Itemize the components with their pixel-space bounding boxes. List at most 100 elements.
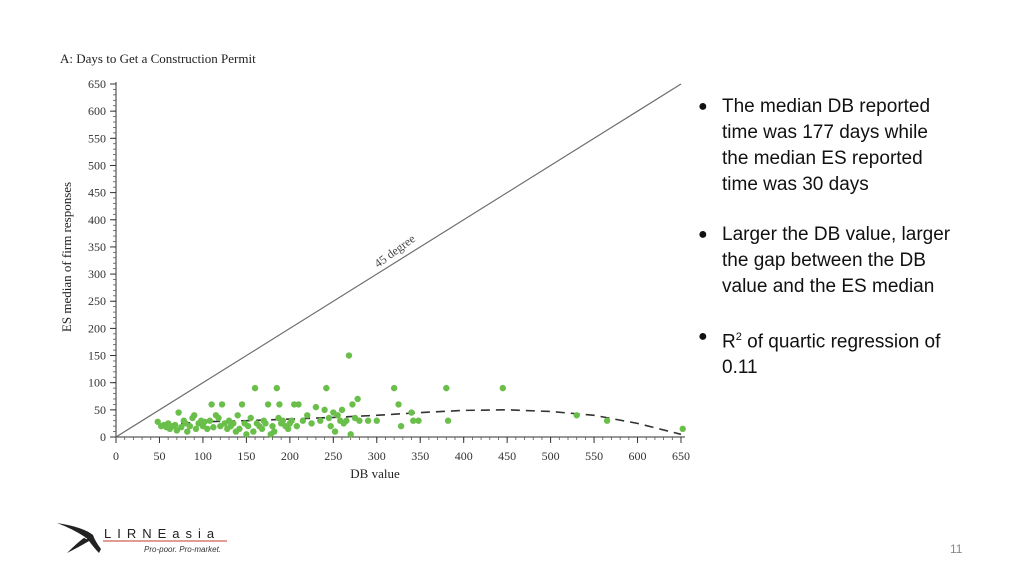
x-tick-label: 650	[672, 449, 690, 463]
data-point	[215, 414, 222, 422]
data-point	[177, 424, 185, 431]
data-point	[276, 401, 283, 408]
data-point	[679, 425, 686, 433]
x-tick-label: 500	[542, 449, 560, 463]
data-point	[154, 418, 161, 425]
data-point	[236, 425, 243, 433]
data-point	[347, 431, 354, 438]
data-point	[244, 422, 252, 430]
data-point	[308, 420, 315, 427]
data-point	[279, 417, 287, 424]
data-point	[444, 417, 452, 424]
data-point	[395, 401, 402, 408]
data-point	[373, 417, 380, 424]
data-point	[325, 414, 333, 422]
bullet-dot-icon: ●	[698, 226, 708, 243]
data-point	[603, 417, 611, 424]
fit-line-group	[181, 408, 682, 436]
data-point	[343, 417, 350, 424]
data-point	[206, 417, 214, 424]
logo-tagline: Pro-poor. Pro-market.	[144, 545, 222, 554]
logo-text: LIRNEasia	[104, 526, 221, 541]
reference-line-label: 45 degree	[372, 231, 418, 270]
data-point	[258, 425, 266, 433]
data-point	[408, 409, 415, 416]
y-tick-label: 0	[100, 430, 106, 444]
data-point	[349, 401, 356, 408]
lirneasia-logo	[57, 523, 227, 553]
data-point	[293, 422, 300, 430]
data-point	[573, 412, 580, 419]
data-point	[327, 422, 334, 430]
data-point	[250, 428, 257, 435]
data-point	[354, 395, 361, 403]
x-tick-label: 600	[629, 449, 647, 463]
data-point	[243, 431, 250, 438]
data-point	[295, 401, 302, 408]
data-point	[499, 384, 507, 392]
data-point	[204, 425, 211, 433]
data-point	[288, 417, 295, 424]
data-point	[208, 401, 215, 408]
y-tick-label: 550	[88, 131, 106, 145]
y-tick-label: 300	[88, 267, 106, 281]
bullet-list: ● The median DB reported time was 177 day…	[698, 94, 958, 405]
chart-title: A: Days to Get a Construction Permit	[60, 51, 256, 66]
data-point	[218, 401, 226, 408]
data-point	[247, 414, 254, 422]
logo-mark-icon	[57, 523, 101, 553]
y-tick-label: 200	[88, 321, 106, 335]
x-tick-label: 250	[324, 449, 342, 463]
data-point	[321, 406, 328, 414]
y-tick-label: 650	[88, 77, 106, 91]
x-tick-label: 550	[585, 449, 603, 463]
y-tick-label: 600	[88, 104, 106, 118]
data-point	[334, 412, 341, 419]
bullet-dot-icon: ●	[698, 328, 708, 345]
data-point	[264, 401, 272, 408]
y-axis-title: ES median of firm responses	[59, 182, 74, 332]
x-axis-title: DB value	[350, 466, 400, 481]
bullet-item: ● The median DB reported time was 177 day…	[698, 96, 931, 195]
data-point	[410, 417, 417, 424]
data-point	[284, 425, 292, 433]
x-tick-label: 150	[237, 449, 255, 463]
data-point	[192, 425, 200, 433]
x-tick-label: 50	[153, 449, 165, 463]
data-point	[312, 403, 320, 411]
data-point	[238, 401, 246, 408]
data-point	[210, 424, 217, 431]
data-point	[415, 417, 422, 424]
data-point	[345, 352, 353, 359]
bullet-item: ● Larger the DB value, larger the gap bet…	[698, 224, 951, 297]
y-tick-label: 400	[88, 213, 106, 227]
y-tick-label: 350	[88, 240, 106, 254]
data-point	[331, 428, 339, 435]
x-tick-label: 300	[368, 449, 386, 463]
data-point	[299, 417, 307, 424]
data-point	[317, 417, 324, 424]
data-point	[251, 384, 259, 392]
data-point	[364, 417, 372, 424]
data-point	[262, 420, 269, 427]
y-tick-label: 100	[88, 376, 106, 390]
data-points	[154, 352, 686, 438]
data-point	[323, 384, 330, 392]
data-point	[234, 412, 241, 419]
page-number: 11	[950, 542, 963, 556]
y-tick-label: 150	[88, 349, 106, 363]
chart-axes: 0 50 100 150 200 250 300 350 400 450 500 550 600 650 0…	[88, 77, 690, 463]
data-point	[230, 420, 237, 427]
data-point	[186, 422, 194, 430]
x-tick-label: 350	[411, 449, 429, 463]
y-tick-label: 250	[88, 294, 106, 308]
data-point	[390, 384, 398, 392]
y-tick-label: 50	[94, 403, 106, 417]
data-point	[173, 427, 181, 434]
data-point	[269, 422, 276, 430]
x-tick-label: 100	[194, 449, 212, 463]
data-point	[397, 422, 405, 430]
y-tick-label: 450	[88, 186, 106, 200]
data-point	[304, 412, 311, 419]
x-tick-label: 450	[498, 449, 516, 463]
